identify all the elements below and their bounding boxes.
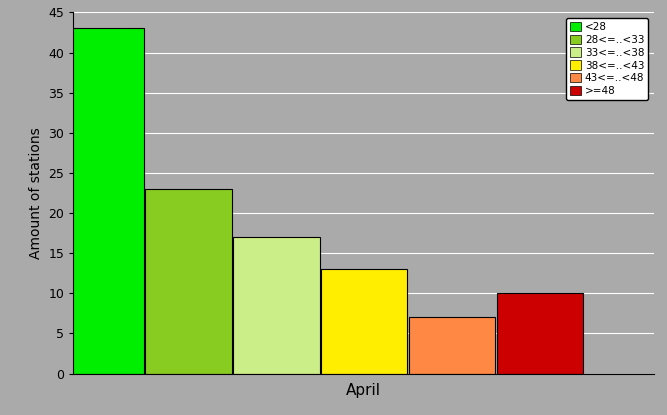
Bar: [145, 189, 231, 374]
Legend: <28, 28<=..<33, 33<=..<38, 38<=..<43, 43<=..<48, >=48: <28, 28<=..<33, 33<=..<38, 38<=..<43, 43…: [566, 18, 648, 100]
Bar: [233, 237, 319, 374]
Bar: [498, 293, 584, 374]
Bar: [321, 269, 408, 374]
Bar: [410, 317, 496, 374]
Bar: [57, 29, 143, 374]
Y-axis label: Amount of stations: Amount of stations: [29, 127, 43, 259]
